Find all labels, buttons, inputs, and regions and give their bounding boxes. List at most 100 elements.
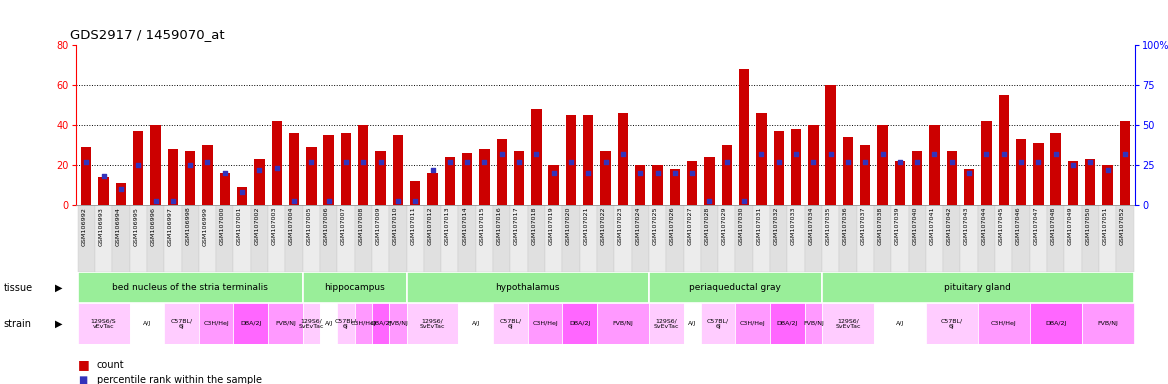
- Bar: [597, 205, 614, 272]
- Bar: [271, 121, 281, 205]
- Bar: [445, 157, 456, 205]
- Bar: [237, 187, 248, 205]
- Text: DBA/2J: DBA/2J: [569, 321, 590, 326]
- Point: [440, 159, 459, 165]
- Text: GSM107031: GSM107031: [757, 207, 762, 245]
- Bar: [614, 205, 632, 272]
- Text: GSM107023: GSM107023: [618, 207, 623, 245]
- Bar: [618, 113, 628, 205]
- Bar: [371, 205, 389, 272]
- Bar: [168, 149, 178, 205]
- Bar: [392, 135, 403, 205]
- Point: [509, 159, 528, 165]
- Text: GSM106992: GSM106992: [82, 207, 86, 245]
- Bar: [805, 303, 822, 344]
- Bar: [840, 205, 856, 272]
- Text: A/J: A/J: [896, 321, 904, 326]
- Point: [874, 151, 892, 157]
- Text: A/J: A/J: [325, 321, 333, 326]
- Bar: [303, 303, 320, 344]
- Bar: [269, 303, 303, 344]
- Bar: [579, 205, 597, 272]
- Text: GSM106993: GSM106993: [98, 207, 104, 245]
- Bar: [649, 303, 683, 344]
- Text: GSM107039: GSM107039: [895, 207, 899, 245]
- Text: GSM107032: GSM107032: [773, 207, 779, 245]
- Text: GSM107038: GSM107038: [877, 207, 883, 245]
- Bar: [424, 205, 442, 272]
- Bar: [493, 303, 528, 344]
- Text: C57BL/
6J: C57BL/ 6J: [171, 318, 193, 329]
- Bar: [718, 205, 736, 272]
- Text: DBA/2J: DBA/2J: [370, 321, 391, 326]
- Bar: [77, 205, 95, 272]
- Bar: [565, 115, 576, 205]
- Bar: [926, 303, 978, 344]
- Text: GSM107046: GSM107046: [1016, 207, 1021, 245]
- Bar: [756, 113, 766, 205]
- Bar: [81, 147, 91, 205]
- Bar: [874, 303, 926, 344]
- Text: GSM107027: GSM107027: [687, 207, 693, 245]
- Bar: [583, 115, 593, 205]
- Point: [804, 159, 822, 165]
- Text: GSM106997: GSM106997: [168, 207, 173, 245]
- Bar: [220, 173, 230, 205]
- Point: [199, 159, 217, 165]
- Text: GSM107022: GSM107022: [600, 207, 606, 245]
- Bar: [493, 205, 510, 272]
- Bar: [736, 303, 770, 344]
- Text: strain: strain: [4, 318, 32, 329]
- Text: C3H/HeJ: C3H/HeJ: [990, 321, 1016, 326]
- Text: 129S6/
SvEvTac: 129S6/ SvEvTac: [419, 318, 445, 329]
- Point: [890, 159, 909, 165]
- Point: [978, 151, 996, 157]
- Text: GSM106994: GSM106994: [116, 207, 121, 245]
- Bar: [1034, 143, 1043, 205]
- Point: [77, 159, 96, 165]
- Point: [1080, 159, 1099, 165]
- Text: bed nucleus of the stria terminalis: bed nucleus of the stria terminalis: [112, 283, 269, 292]
- Text: GSM107037: GSM107037: [861, 207, 865, 245]
- Bar: [285, 205, 303, 272]
- Bar: [874, 205, 891, 272]
- Bar: [185, 151, 195, 205]
- Bar: [649, 205, 666, 272]
- Bar: [255, 159, 265, 205]
- Bar: [995, 205, 1013, 272]
- Point: [562, 159, 580, 165]
- Point: [405, 199, 424, 205]
- Text: C57BL/
6J: C57BL/ 6J: [707, 318, 729, 329]
- Text: C3H/HeJ: C3H/HeJ: [203, 321, 229, 326]
- Text: GSM107012: GSM107012: [427, 207, 432, 245]
- Bar: [770, 205, 787, 272]
- Bar: [355, 205, 371, 272]
- Point: [285, 199, 304, 205]
- Point: [579, 170, 598, 176]
- Bar: [375, 151, 385, 205]
- Text: 129S6/S
vEvTac: 129S6/S vEvTac: [91, 318, 117, 329]
- Bar: [1068, 161, 1078, 205]
- Point: [181, 162, 200, 168]
- Bar: [704, 157, 715, 205]
- Text: tissue: tissue: [4, 283, 33, 293]
- Point: [648, 170, 667, 176]
- Point: [717, 159, 736, 165]
- Bar: [549, 165, 558, 205]
- Text: A/J: A/J: [472, 321, 480, 326]
- Bar: [978, 303, 1030, 344]
- Text: GSM107029: GSM107029: [722, 207, 726, 245]
- Text: FVB/NJ: FVB/NJ: [1097, 321, 1118, 326]
- Bar: [826, 85, 836, 205]
- Bar: [338, 205, 355, 272]
- Bar: [165, 205, 181, 272]
- Point: [164, 199, 182, 205]
- Point: [770, 159, 788, 165]
- Bar: [822, 272, 1134, 303]
- Text: GSM107000: GSM107000: [220, 207, 224, 245]
- Point: [787, 151, 806, 157]
- Bar: [666, 205, 683, 272]
- Bar: [632, 205, 649, 272]
- Text: GSM107017: GSM107017: [514, 207, 519, 245]
- Text: FVB/NJ: FVB/NJ: [274, 321, 296, 326]
